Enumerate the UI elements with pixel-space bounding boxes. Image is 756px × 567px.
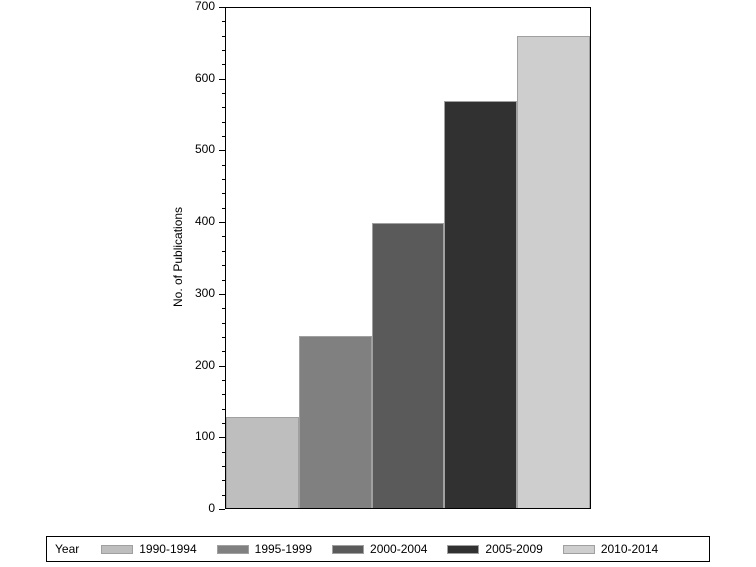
y-minor-tick xyxy=(222,251,225,252)
y-tick-label: 300 xyxy=(194,286,215,300)
y-minor-tick xyxy=(222,466,225,467)
legend-item: 1995-1999 xyxy=(216,542,313,556)
y-minor-tick xyxy=(222,193,225,194)
y-major-tick xyxy=(219,150,225,151)
y-minor-tick xyxy=(222,136,225,137)
legend-label: 1990-1994 xyxy=(139,542,197,556)
bar-2010-2014 xyxy=(517,36,590,508)
y-tick-label: 600 xyxy=(194,71,215,85)
y-minor-tick xyxy=(222,179,225,180)
y-minor-tick xyxy=(222,107,225,108)
y-minor-tick xyxy=(222,122,225,123)
y-minor-tick xyxy=(222,423,225,424)
legend-item: 2010-2014 xyxy=(562,542,659,556)
y-major-tick xyxy=(219,509,225,510)
legend-swatch xyxy=(447,544,480,554)
y-major-tick xyxy=(219,222,225,223)
y-minor-tick xyxy=(222,308,225,309)
y-minor-tick xyxy=(222,50,225,51)
y-major-tick xyxy=(219,7,225,8)
legend-label: 1995-1999 xyxy=(254,542,313,556)
y-major-tick xyxy=(219,437,225,438)
legend-title: Year xyxy=(55,542,80,556)
legend-swatch xyxy=(216,544,249,554)
y-minor-tick xyxy=(222,36,225,37)
legend-swatch xyxy=(332,544,365,554)
y-minor-tick xyxy=(222,351,225,352)
y-tick-label: 100 xyxy=(194,429,215,443)
y-tick-label: 500 xyxy=(194,142,215,156)
legend-swatch xyxy=(101,544,134,554)
plot-area xyxy=(225,7,591,509)
y-major-tick xyxy=(219,366,225,367)
y-minor-tick xyxy=(222,380,225,381)
legend-label: 2000-2004 xyxy=(370,542,428,556)
y-tick-label: 0 xyxy=(208,501,215,515)
legend-swatch xyxy=(562,544,595,554)
y-tick-label: 400 xyxy=(194,214,215,228)
y-minor-tick xyxy=(222,265,225,266)
y-minor-tick xyxy=(222,21,225,22)
legend-label: 2005-2009 xyxy=(485,542,543,556)
y-minor-tick xyxy=(222,208,225,209)
y-minor-tick xyxy=(222,280,225,281)
legend-item: 2005-2009 xyxy=(447,542,543,556)
bar-2005-2009 xyxy=(444,100,518,508)
y-tick-label: 700 xyxy=(194,0,215,13)
y-minor-tick xyxy=(222,323,225,324)
y-minor-tick xyxy=(222,236,225,237)
legend: Year 1990-1994 1995-1999 2000-2004 2005-200… xyxy=(46,536,710,562)
bar-1990-1994 xyxy=(226,416,299,508)
y-minor-tick xyxy=(222,64,225,65)
y-minor-tick xyxy=(222,495,225,496)
y-minor-tick xyxy=(222,337,225,338)
bar-2000-2004 xyxy=(371,223,445,508)
y-minor-tick xyxy=(222,409,225,410)
y-minor-tick xyxy=(222,165,225,166)
y-axis-label: No. of Publications xyxy=(171,206,185,307)
y-minor-tick xyxy=(222,394,225,395)
y-tick-label: 200 xyxy=(194,358,215,372)
y-minor-tick xyxy=(222,480,225,481)
y-major-tick xyxy=(219,79,225,80)
y-minor-tick xyxy=(222,93,225,94)
legend-item: 2000-2004 xyxy=(332,542,427,556)
y-minor-tick xyxy=(222,452,225,453)
legend-item: 1990-1994 xyxy=(101,542,197,556)
legend-label: 2010-2014 xyxy=(600,542,659,556)
bar-1995-1999 xyxy=(298,335,372,508)
y-major-tick xyxy=(219,294,225,295)
